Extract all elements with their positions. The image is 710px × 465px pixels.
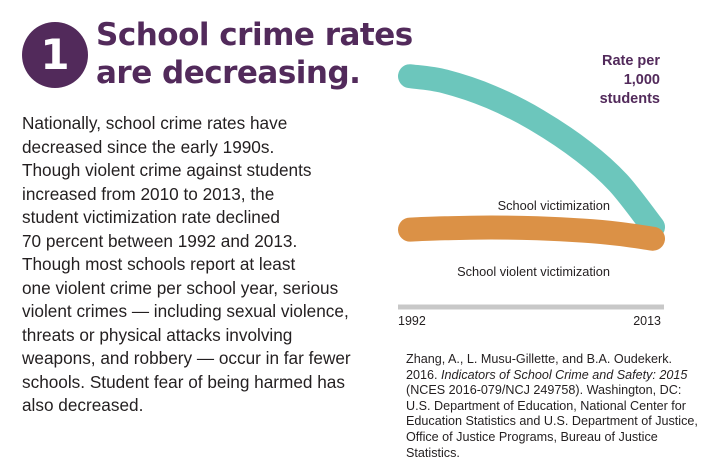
body-line: student victimization rate declined (22, 207, 280, 227)
series-label-school-victimization: School victimization (498, 198, 610, 213)
step-number-badge: 1 (22, 22, 88, 88)
headline: School crime rates are decreasing. (96, 16, 413, 92)
unit-label-line: students (599, 91, 660, 107)
citation-line: Statistics. (406, 445, 460, 460)
body-line: violent crimes — including sexual violen… (22, 301, 349, 321)
source-citation: Zhang, A., L. Musu-Gillette, and B.A. Ou… (406, 352, 706, 461)
headline-line-2: are decreasing. (96, 55, 361, 91)
citation-line: Education Statistics and U.S. Department… (406, 414, 698, 429)
citation-line: Zhang, A., L. Musu-Gillette, and B.A. Ou… (406, 352, 672, 366)
citation-line: U.S. Department of Education, National C… (406, 398, 687, 413)
citation-line: Office of Justice Programs, Bureau of Ju… (406, 429, 658, 444)
body-line: Nationally, school crime rates have (22, 113, 288, 133)
body-line: Though most schools report at least (22, 254, 296, 274)
body-line: schools. Student fear of being harmed ha… (22, 371, 345, 392)
chart-unit-label: Rate per 1,000 students (600, 52, 660, 109)
x-tick-label-start: 1992 (398, 314, 426, 328)
body-paragraph: Nationally, school crime rates have decr… (22, 112, 382, 418)
unit-label-line: 1,000 (623, 72, 660, 88)
citation-line: 2016. Indicators of School Crime and Saf… (406, 368, 706, 384)
headline-line-1: School crime rates (96, 17, 413, 53)
body-line: Though violent crime against students (22, 160, 312, 180)
body-line: threats or physical attacks involving (22, 324, 293, 345)
series-line-school-violent-victimization (398, 215, 665, 251)
x-tick-label-end: 2013 (633, 314, 661, 328)
body-line: one violent crime per school year, serio… (22, 277, 339, 298)
series-line-school-victimization (398, 64, 665, 239)
citation-year: 2016. (406, 367, 442, 382)
body-line: decreased since the early 1990s. (22, 136, 275, 157)
citation-report-title: Indicators of School Crime and Safety: 2… (441, 367, 688, 382)
unit-label-line: Rate per (601, 53, 660, 69)
body-line: 70 percent between 1992 and 2013. (22, 230, 298, 251)
body-line: increased from 2010 to 2013, the (22, 183, 275, 204)
series-label-school-violent-victimization: School violent victimization (457, 264, 610, 279)
body-line: weapons, and robbery — occur in far fewe… (22, 348, 351, 368)
body-line: also decreased. (22, 395, 144, 415)
citation-line: (NCES 2016-079/NCJ 249758). Washington, … (406, 383, 682, 398)
